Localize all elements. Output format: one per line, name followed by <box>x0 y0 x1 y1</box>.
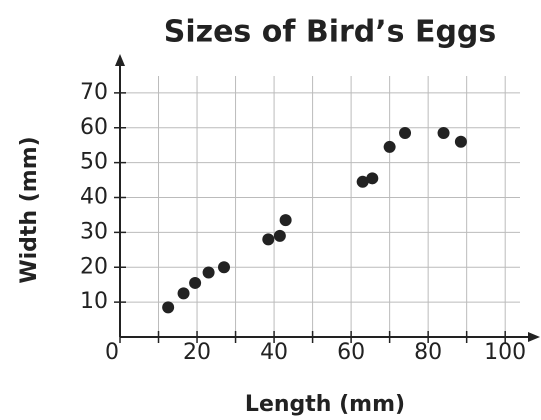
chart-title: Sizes of Bird’s Eggs <box>164 15 497 50</box>
point <box>177 287 190 300</box>
y-tick-label: 30 <box>80 219 108 244</box>
y-tick-label: 60 <box>80 115 108 140</box>
point <box>162 301 175 314</box>
point <box>454 135 467 148</box>
point <box>437 126 450 139</box>
y-axis-label: Width (mm) <box>17 136 42 283</box>
x-axis-label: Length (mm) <box>245 392 405 417</box>
point <box>356 175 369 188</box>
point <box>189 276 202 289</box>
point <box>273 229 286 242</box>
x-tick-label: 40 <box>260 340 288 365</box>
y-tick-label: 50 <box>80 150 108 175</box>
y-tick-label: 70 <box>80 80 108 105</box>
y-tick-label: 10 <box>80 289 108 314</box>
point <box>262 233 275 246</box>
x-tick-label: 80 <box>414 340 442 365</box>
x-tick-label: 20 <box>183 340 211 365</box>
x-tick-label: 60 <box>337 340 365 365</box>
point <box>383 140 396 153</box>
y-tick-label: 40 <box>80 185 108 210</box>
x-arrow <box>528 332 540 342</box>
y-tick-label: 20 <box>80 254 108 279</box>
x-tick-label: 0 <box>105 340 119 365</box>
point <box>366 172 379 185</box>
point <box>202 266 215 279</box>
y-arrow <box>115 54 125 66</box>
point <box>399 126 412 139</box>
x-tick-label: 100 <box>484 340 526 365</box>
point <box>218 261 230 274</box>
point <box>279 214 292 227</box>
